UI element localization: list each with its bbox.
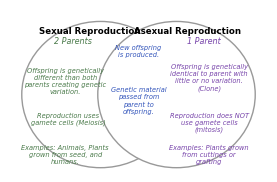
Text: 1 Parent: 1 Parent [187, 37, 220, 46]
Text: Asexual Reproduction: Asexual Reproduction [134, 27, 241, 36]
Text: Reproduction does NOT
use gamete cells
(mitosis): Reproduction does NOT use gamete cells (… [170, 112, 248, 133]
Text: Offspring is genetically
different than both
parents creating genetic
variation.: Offspring is genetically different than … [24, 68, 106, 95]
Text: Genetic material
passed from
parent to
offspring.: Genetic material passed from parent to o… [111, 87, 166, 114]
Text: Offspring is genetically
identical to parent with
little or no variation.
(Clone: Offspring is genetically identical to pa… [170, 64, 248, 92]
Text: 2 Parents: 2 Parents [54, 37, 92, 46]
Ellipse shape [22, 21, 179, 168]
Text: Examples: Plants grown
from cuttings or
grafting: Examples: Plants grown from cuttings or … [169, 145, 249, 165]
Text: Reproduction uses
gamete cells (Meiosis): Reproduction uses gamete cells (Meiosis) [30, 112, 105, 126]
Ellipse shape [98, 21, 255, 168]
Text: Sexual Reproduction: Sexual Reproduction [39, 27, 140, 36]
Text: New offspring
is produced.: New offspring is produced. [116, 45, 161, 58]
Text: Examples: Animals, Plants
grown from seed, and
humans.: Examples: Animals, Plants grown from see… [21, 145, 109, 165]
